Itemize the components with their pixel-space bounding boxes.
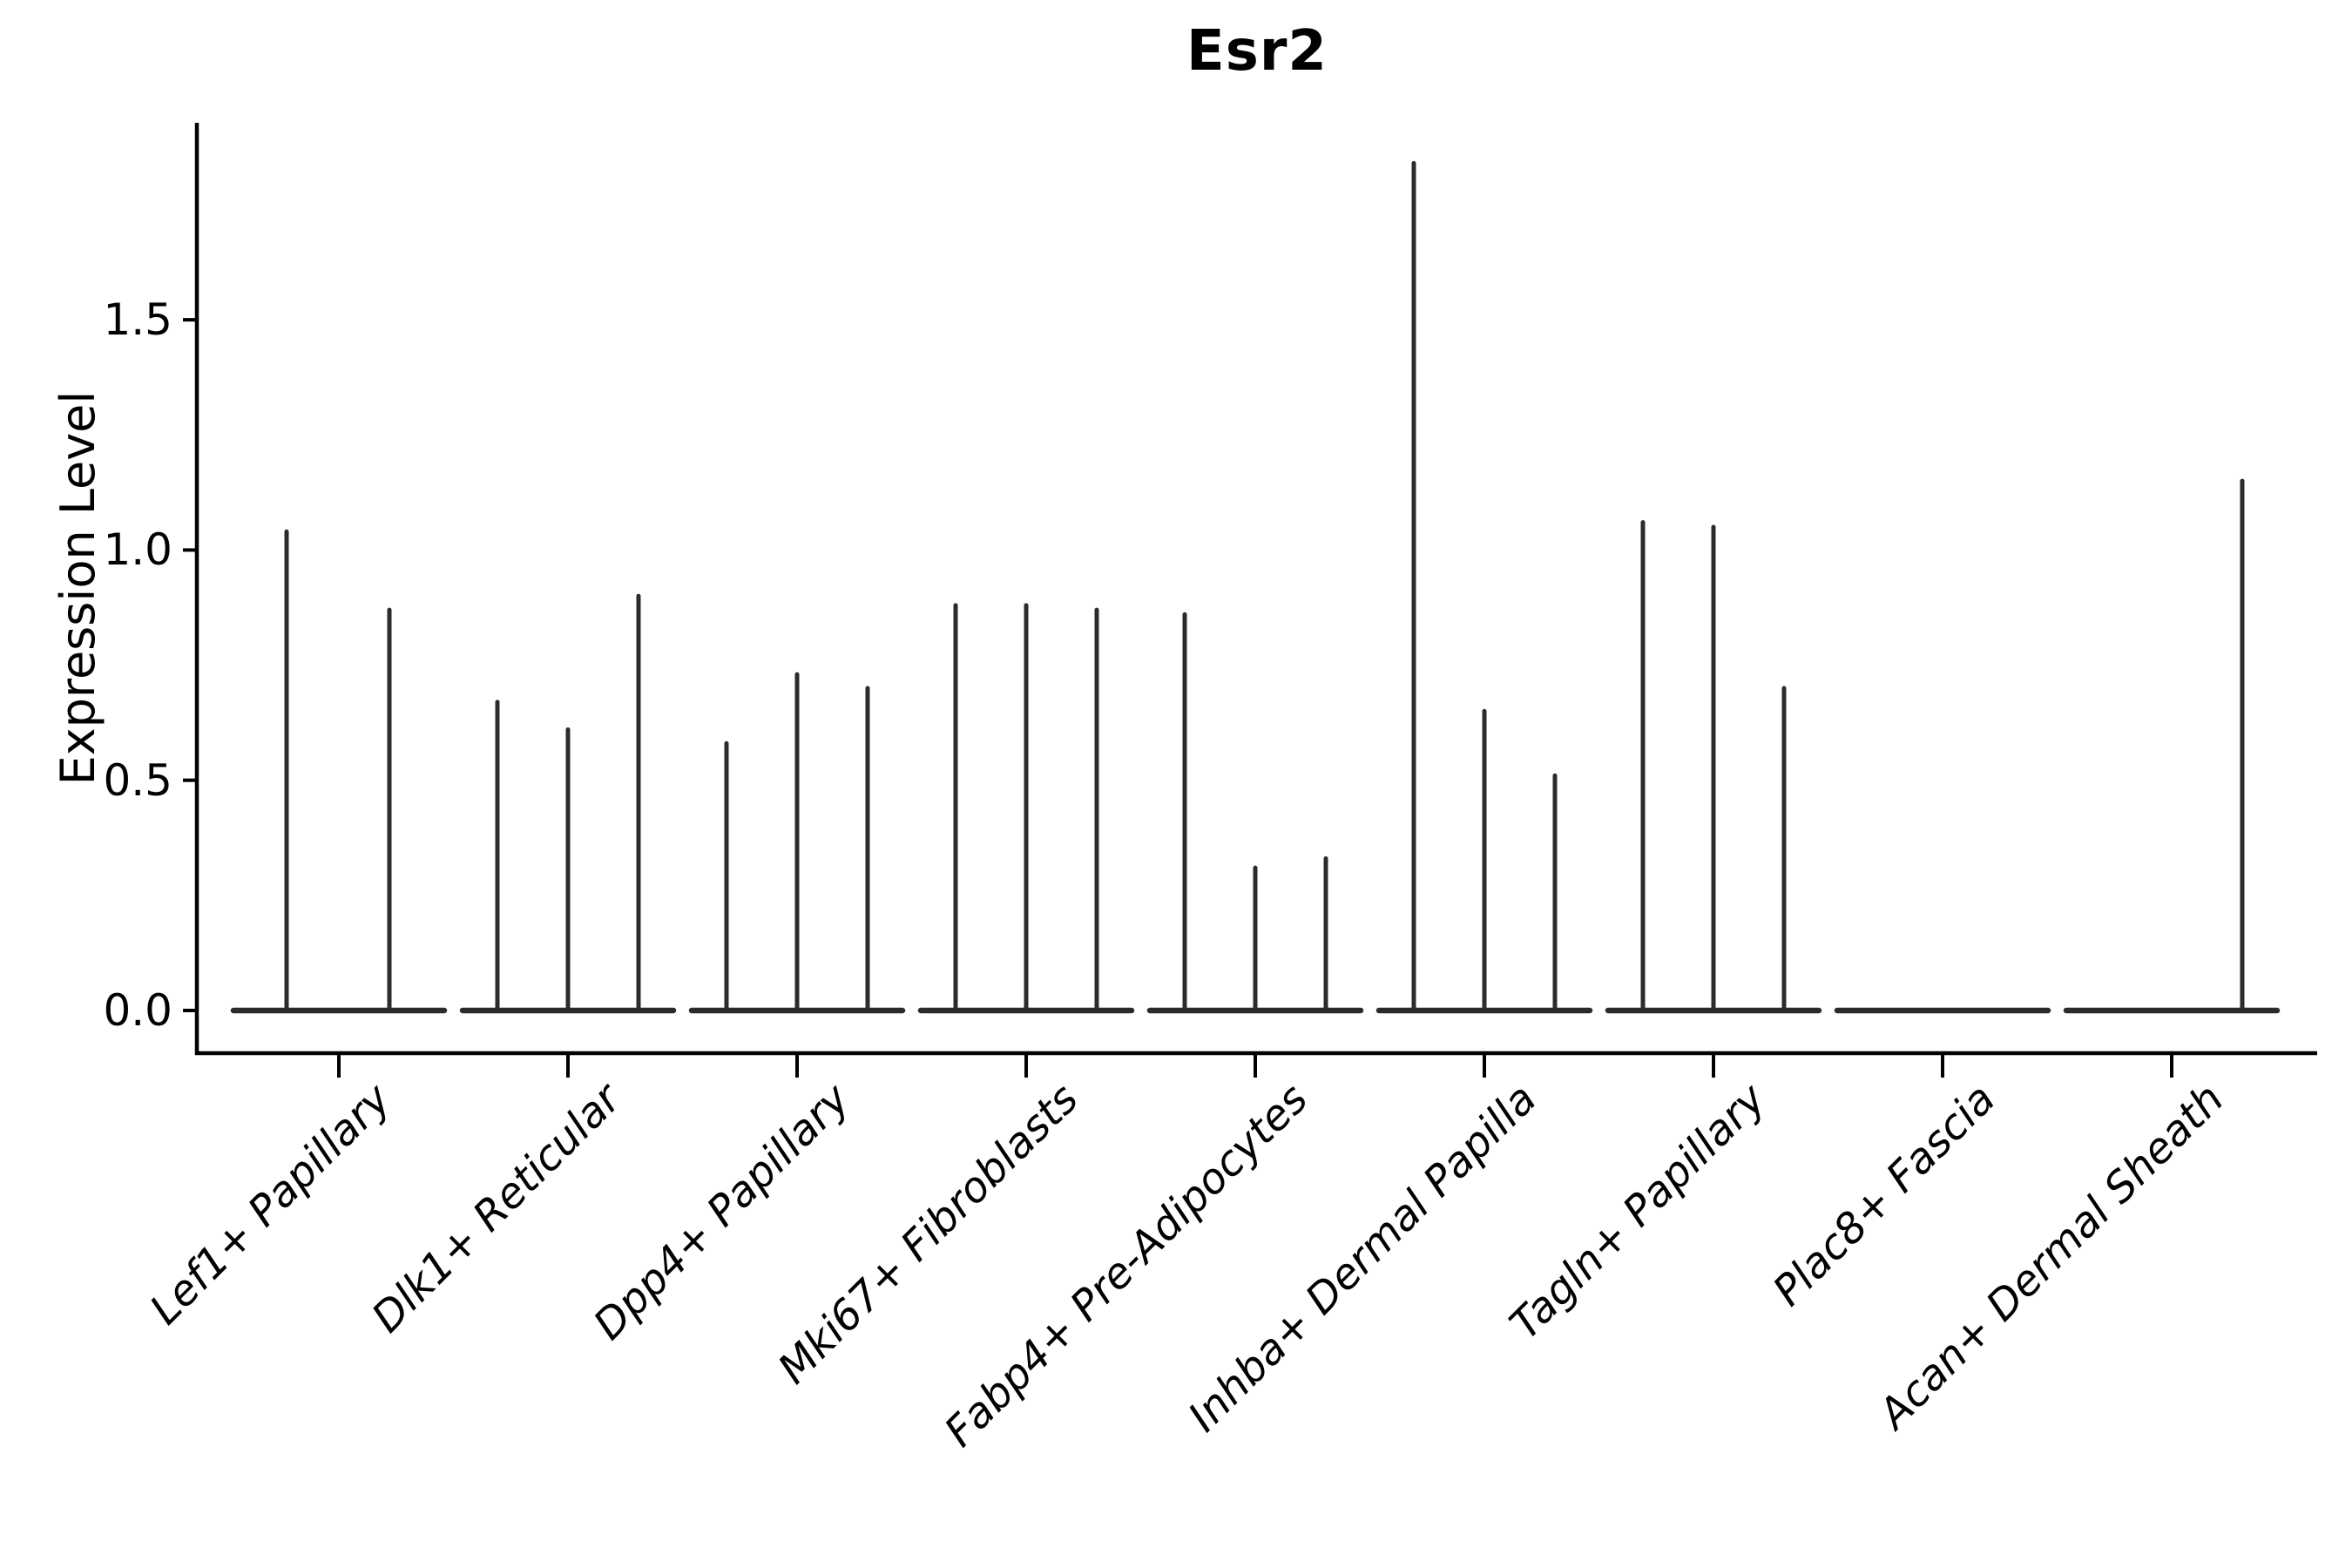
y-tick-label: 1.0 xyxy=(103,524,172,576)
plot-title: Esr2 xyxy=(1186,19,1328,84)
y-tick-label: 1.5 xyxy=(103,294,172,346)
y-tick-label: 0.0 xyxy=(103,985,172,1036)
y-tick-label: 0.5 xyxy=(103,754,172,806)
